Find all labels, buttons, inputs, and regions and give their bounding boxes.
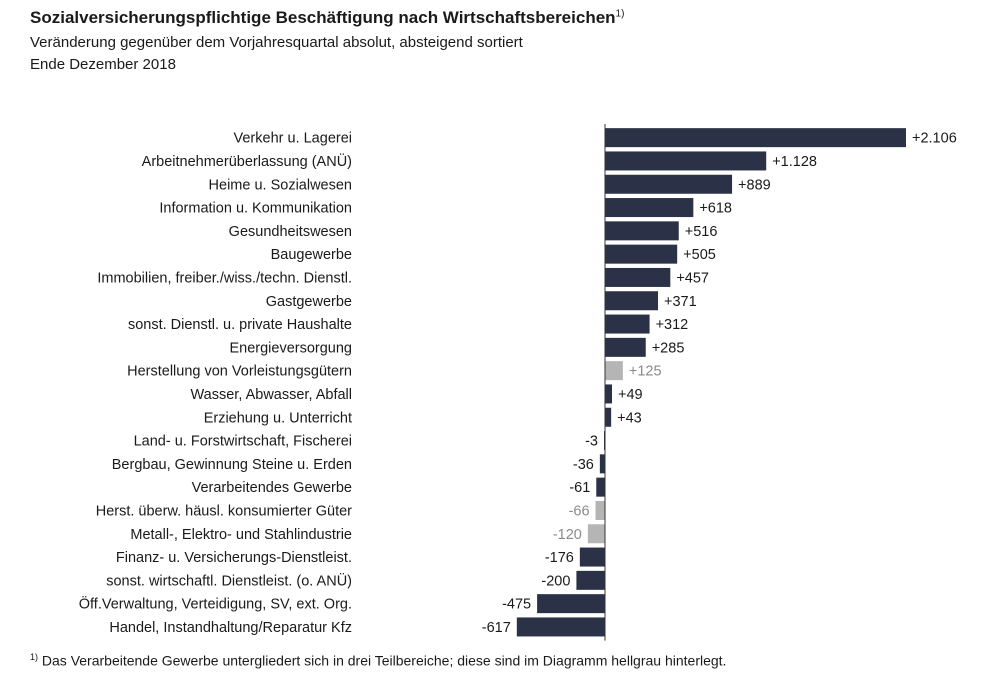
value-label-14: -36 [573,457,594,473]
bar-20 [537,594,605,614]
category-label-9: Energieversorgung [229,340,352,356]
bar-0 [605,128,906,148]
bar-16 [595,500,605,520]
bar-21 [516,617,605,637]
value-label-21: -617 [482,620,511,636]
bar-9 [605,337,646,357]
bar-3 [605,198,694,218]
value-label-17: -120 [553,527,582,543]
bar-1 [605,151,767,171]
category-label-19: sonst. wirtschaftl. Dienstleist. (o. ANÜ… [106,571,352,589]
bar-2 [605,174,733,194]
value-label-1: +1.128 [772,154,817,170]
category-label-0: Verkehr u. Lagerei [234,131,353,147]
footnote: 1) Das Verarbeitende Gewerbe untergliede… [30,652,726,669]
bar-19 [576,570,605,590]
category-label-4: Gesundheitswesen [229,224,352,240]
value-label-6: +457 [676,270,709,286]
category-label-14: Bergbau, Gewinnung Steine u. Erden [112,457,352,473]
chart-title-text: Sozialversicherungspflichtige Beschäftig… [30,8,616,27]
bar-14 [599,454,605,474]
category-label-1: Arbeitnehmerüberlassung (ANÜ) [142,152,352,170]
bar-11 [605,384,613,404]
category-label-21: Handel, Instandhaltung/Reparatur Kfz [109,620,352,636]
value-label-10: +125 [629,364,662,380]
chart-period: Ende Dezember 2018 [30,56,176,73]
category-label-3: Information u. Kommunikation [159,201,352,217]
value-label-2: +889 [738,177,771,193]
bar-6 [605,267,671,287]
category-label-13: Land- u. Forstwirtschaft, Fischerei [134,434,352,450]
value-label-5: +505 [683,247,716,263]
value-label-8: +312 [656,317,689,333]
bar-4 [605,221,679,241]
category-label-17: Metall-, Elektro- und Stahlindustrie [130,527,352,543]
value-label-11: +49 [618,387,643,403]
footnote-text: Das Verarbeitende Gewerbe untergliedert … [41,652,727,669]
chart-title: Sozialversicherungspflichtige Beschäftig… [30,8,624,28]
category-label-15: Verarbeitendes Gewerbe [192,480,352,496]
category-label-8: sonst. Dienstl. u. private Haushalte [128,317,352,333]
value-label-12: +43 [617,410,642,426]
value-label-13: -3 [585,434,598,450]
category-label-20: Öff.Verwaltung, Verteidigung, SV, ext. O… [79,595,352,613]
bar-18 [579,547,605,567]
value-label-15: -61 [569,480,590,496]
bar-5 [605,244,678,264]
value-label-0: +2.106 [912,131,957,147]
bar-15 [596,477,605,497]
category-label-11: Wasser, Abwasser, Abfall [191,387,352,403]
value-label-3: +618 [699,201,732,217]
category-label-7: Gastgewerbe [266,294,352,310]
chart-subtitle: Veränderung gegenüber dem Vorjahresquart… [30,34,523,51]
bar-17 [587,524,605,544]
category-label-12: Erziehung u. Unterricht [204,410,352,426]
value-label-9: +285 [652,340,685,356]
bar-7 [605,291,659,311]
category-label-10: Herstellung von Vorleistungsgütern [127,364,352,380]
bar-8 [605,314,650,334]
value-label-18: -176 [545,550,574,566]
bar-10 [605,361,623,381]
value-label-7: +371 [664,294,697,310]
category-label-2: Heime u. Sozialwesen [209,177,352,193]
category-label-5: Baugewerbe [271,247,352,263]
bar-12 [605,407,612,427]
value-label-4: +516 [685,224,718,240]
category-label-16: Herst. überw. häusl. konsumierter Güter [96,503,352,519]
category-label-6: Immobilien, freiber./wiss./techn. Dienst… [97,270,352,286]
footnote-marker: 1) [30,652,39,662]
category-label-18: Finanz- u. Versicherungs-Dienstleist. [116,550,352,566]
value-label-19: -200 [541,573,570,589]
title-footnote-marker: 1) [615,8,625,20]
value-label-20: -475 [502,597,531,613]
value-label-16: -66 [569,503,590,519]
